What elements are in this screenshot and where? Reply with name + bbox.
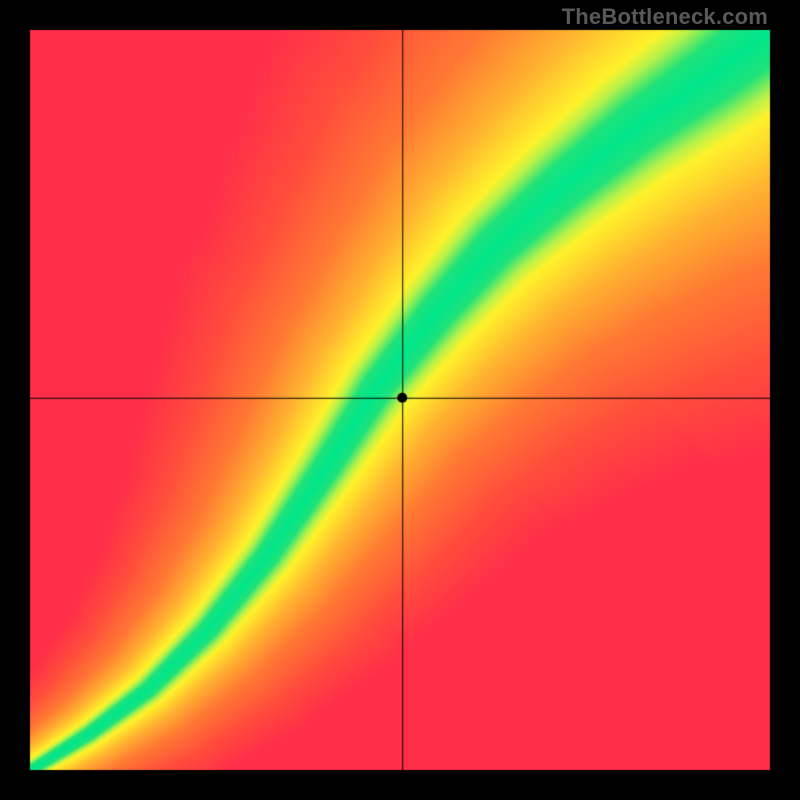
watermark-text: TheBottleneck.com (562, 4, 768, 30)
heatmap-canvas (0, 0, 800, 800)
chart-container: TheBottleneck.com (0, 0, 800, 800)
